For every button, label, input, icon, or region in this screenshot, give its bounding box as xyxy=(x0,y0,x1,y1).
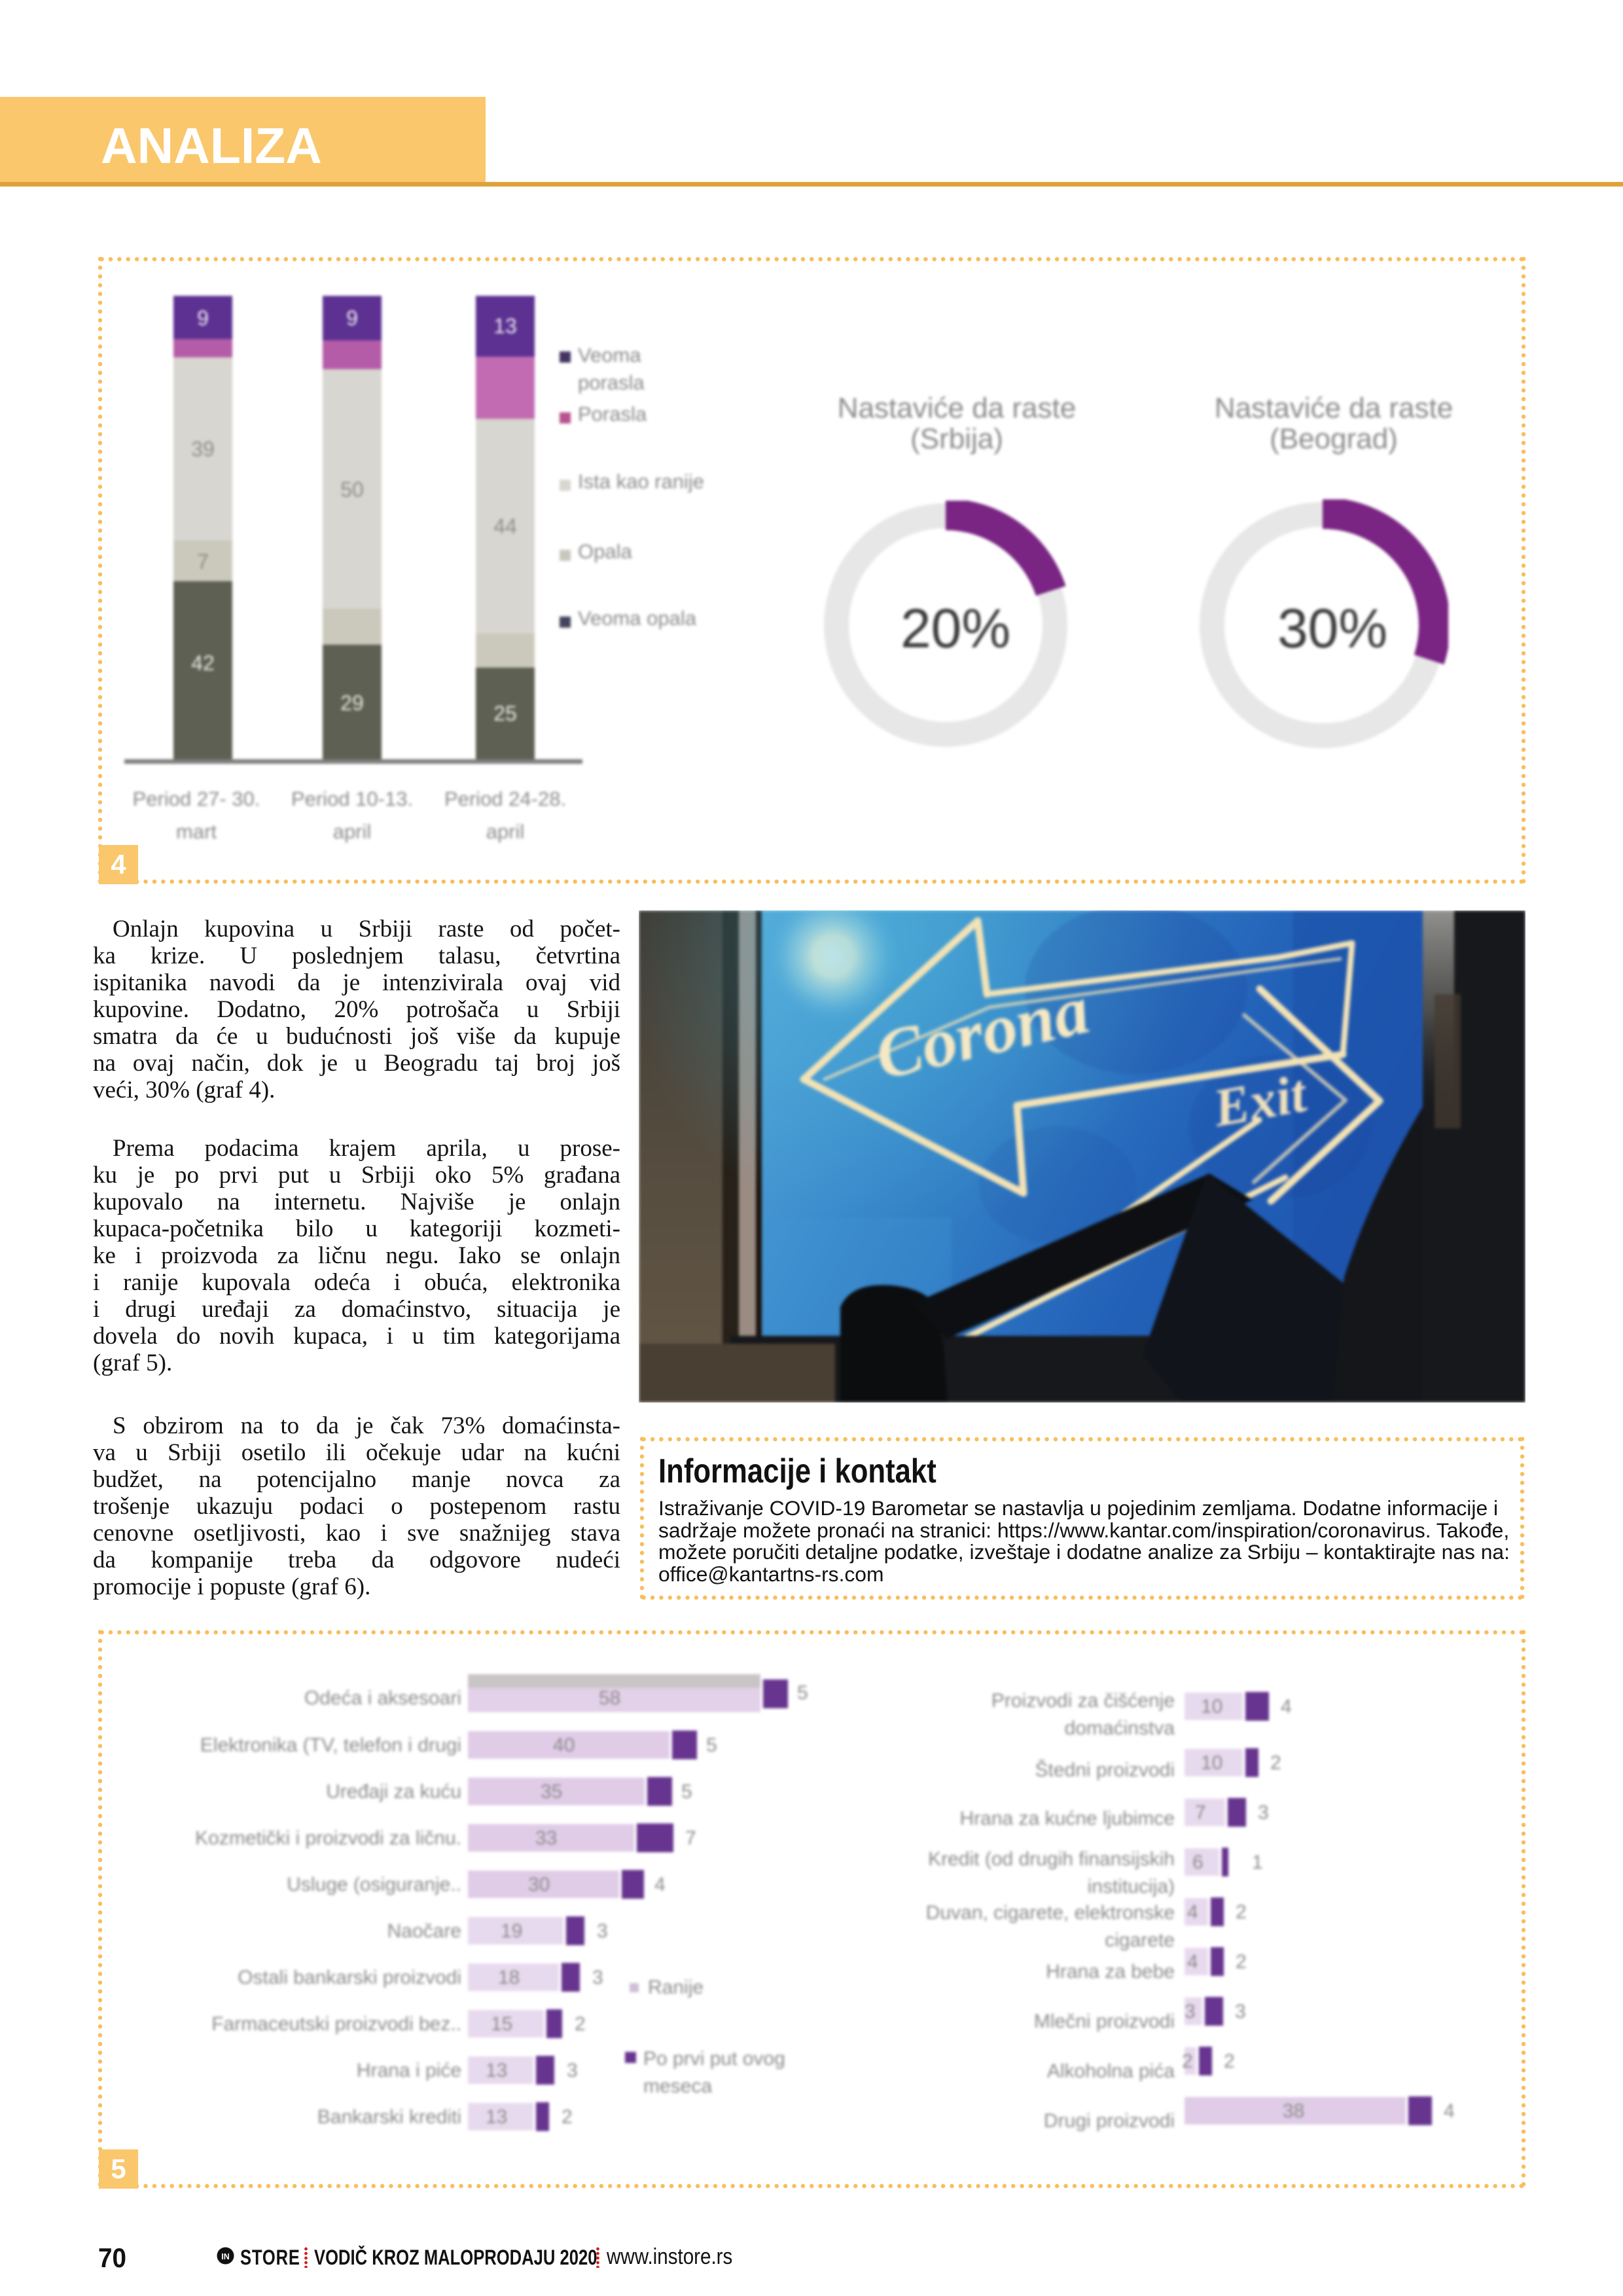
svg-text:IN: IN xyxy=(221,2252,230,2261)
